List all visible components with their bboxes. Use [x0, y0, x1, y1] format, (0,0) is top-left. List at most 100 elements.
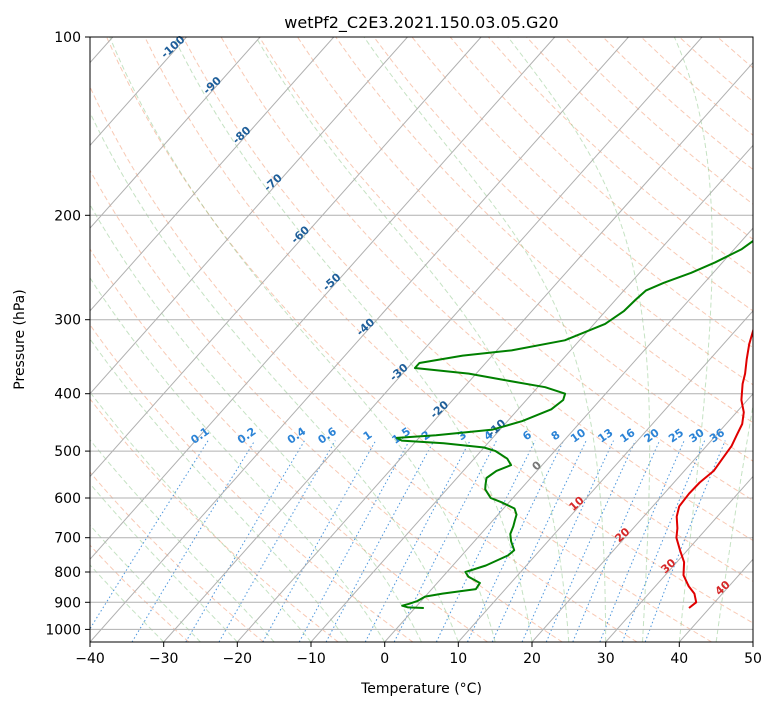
mixing-ratio-line: [435, 440, 536, 642]
dry-adiabat-line: [90, 471, 264, 642]
dry-adiabat-line: [258, 37, 753, 501]
dry-adiabat-line: [335, 37, 753, 424]
moist-adiabat-line: [109, 37, 496, 642]
dry-adiabat-line: [449, 37, 753, 312]
isotherm-line: [457, 310, 753, 642]
y-tick-label: 800: [54, 565, 81, 581]
isotherm-line: [752, 641, 753, 642]
dry-adiabat-line: [411, 37, 753, 349]
dry-adiabat-line: [297, 37, 753, 462]
mixing-ratio-label: 1.5: [390, 425, 413, 447]
y-tick-label: 200: [54, 208, 81, 224]
background-lines: [90, 37, 775, 642]
dry-adiabat-line: [488, 37, 753, 276]
dry-adiabat-line: [564, 37, 753, 205]
isotherm-line: [384, 227, 753, 642]
x-tick-label: 40: [670, 651, 688, 667]
moist-adiabat-line: [90, 203, 422, 642]
moist-adiabat-line: [90, 482, 238, 642]
x-axis-label: Temperature (°C): [360, 681, 482, 697]
isotherm-label: -50: [320, 270, 344, 293]
y-tick-label: 300: [54, 313, 81, 329]
x-tick-label: 10: [449, 651, 467, 667]
moist-adiabat-line: [255, 37, 570, 642]
moist-adiabat-line: [90, 391, 312, 642]
mixing-ratio-label: 3: [455, 428, 469, 443]
x-tick-label: −20: [223, 651, 253, 667]
dry-adiabat-line: [220, 37, 753, 541]
moist-adiabat-line: [90, 338, 349, 642]
temperature-profile-line: [675, 327, 753, 609]
dry-adiabat-line: [90, 169, 563, 642]
isotherm-line: [90, 37, 187, 147]
mixing-ratio-line: [218, 440, 336, 642]
isotherm-label: -70: [261, 171, 285, 194]
isotherm-line: [236, 61, 753, 642]
mixing-ratio-line: [262, 440, 377, 642]
isotherm-label: 30: [658, 556, 678, 576]
dry-adiabat-line: [756, 37, 775, 642]
dry-adiabat-line: [90, 85, 638, 642]
dry-adiabat-line: [640, 37, 753, 136]
mixing-ratio-label: 13: [595, 426, 615, 445]
moist-adiabat-line: [173, 37, 533, 642]
plot-frame: [89, 36, 754, 643]
y-tick-label: 1000: [45, 622, 81, 638]
y-tick-label: 400: [54, 387, 81, 403]
dry-adiabat-line: [373, 37, 753, 386]
moist-adiabat-line: [90, 524, 201, 642]
x-tick-label: 50: [744, 651, 762, 667]
isotherm-line: [90, 37, 556, 560]
mixing-ratio-label: 0.6: [316, 425, 340, 447]
x-tick-label: 0: [380, 651, 389, 667]
isotherm-line: [90, 37, 261, 229]
isotherm-line: [90, 37, 629, 642]
mixing-ratio-label: 8: [549, 428, 563, 443]
y-axis-label: Pressure (hPa): [12, 289, 28, 389]
mixing-ratio-line: [521, 440, 614, 642]
x-tick-label: −10: [296, 651, 326, 667]
moist-adiabat-line: [90, 111, 459, 642]
moist-adiabat-line: [90, 564, 165, 642]
mixing-ratio-line: [298, 440, 410, 642]
mixing-ratio-line: [599, 440, 685, 642]
profile-lines: [395, 239, 753, 609]
dry-adiabat-line: [144, 37, 753, 624]
isotherm-line: [90, 37, 408, 395]
isotherm-label: -20: [428, 398, 452, 421]
y-tick-label: 600: [54, 491, 81, 507]
mixing-ratio-line: [467, 440, 565, 642]
isotherm-line: [163, 37, 703, 642]
chart-title: wetPf2_C2E3.2021.150.03.05.G20: [284, 13, 558, 33]
y-tick-label: 900: [54, 595, 81, 611]
dry-adiabat-line: [717, 37, 753, 69]
dry-adiabat-line: [90, 323, 414, 642]
mixing-ratio-line: [90, 440, 209, 630]
isotherm-line: [90, 37, 482, 478]
isotherm-label: 20: [612, 525, 632, 545]
isotherm-label: -40: [354, 315, 378, 338]
isotherm-line: [605, 475, 753, 642]
mixing-ratio-line: [621, 440, 706, 642]
mixing-ratio-label: 16: [617, 426, 637, 446]
mixing-ratio-line: [185, 440, 306, 642]
dry-adiabat-line: [182, 37, 753, 582]
x-axis: −40 −30 −20 −10 0 10 20 30 40 50: [75, 642, 762, 667]
x-tick-label: −30: [149, 651, 179, 667]
y-tick-label: 100: [54, 30, 81, 46]
moist-adiabat-line: [90, 439, 275, 642]
moist-adiabat-line: [90, 276, 386, 642]
y-tick-label: 700: [54, 531, 81, 547]
x-tick-label: 20: [523, 651, 541, 667]
x-tick-label: −40: [75, 651, 105, 667]
mixing-ratio-label: 0.2: [235, 425, 258, 447]
mixing-ratio-line: [572, 440, 661, 642]
moist-adiabat-line: [363, 37, 607, 642]
mixing-ratio-line: [131, 440, 256, 642]
isotherm-line: [90, 37, 335, 312]
isotherm-label: -30: [387, 361, 411, 384]
mixing-ratio-label: 0.1: [188, 425, 211, 447]
y-tick-label: 500: [54, 444, 81, 460]
dry-adiabat-line: [90, 248, 488, 642]
moist-adiabat-line: [507, 37, 651, 642]
